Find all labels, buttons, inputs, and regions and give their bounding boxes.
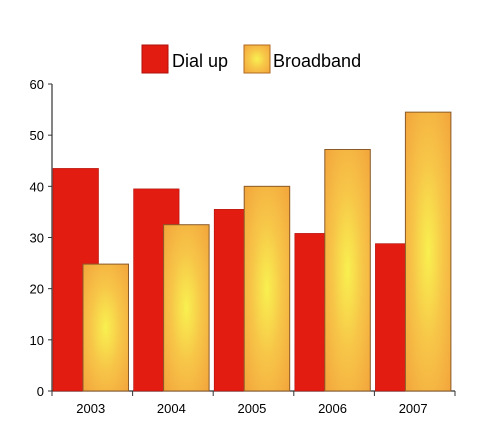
bar-broadband-2006 xyxy=(324,148,371,392)
bar-broadband-2004 xyxy=(163,224,210,392)
y-tick-label: 40 xyxy=(30,179,44,194)
legend-swatch-dial-up xyxy=(141,44,169,74)
legend-swatch-broadband xyxy=(243,44,271,74)
x-tick-label: 2004 xyxy=(157,401,186,416)
bars xyxy=(52,111,452,392)
bar-broadband-2007 xyxy=(404,111,452,392)
bar-broadband-2003 xyxy=(82,263,129,392)
x-tick-label: 2006 xyxy=(318,401,347,416)
y-tick-label: 20 xyxy=(30,282,44,297)
y-tick-label: 0 xyxy=(37,384,44,399)
y-tick-label: 60 xyxy=(30,77,44,92)
legend-label-dial-up: Dial up xyxy=(172,51,228,71)
y-tick-label: 50 xyxy=(30,128,44,143)
x-tick-label: 2007 xyxy=(399,401,428,416)
y-tick-label: 30 xyxy=(30,231,44,246)
legend-label-broadband: Broadband xyxy=(273,51,361,71)
x-tick-label: 2003 xyxy=(76,401,105,416)
x-axis-ticks: 2003 2004 2005 2006 2007 xyxy=(51,391,456,416)
y-tick-label: 10 xyxy=(30,333,44,348)
x-tick-label: 2005 xyxy=(237,401,266,416)
legend: Dial up Broadband xyxy=(141,44,361,74)
y-axis-ticks: 0 10 20 30 40 50 60 xyxy=(30,77,52,399)
bar-broadband-2005 xyxy=(243,185,291,392)
